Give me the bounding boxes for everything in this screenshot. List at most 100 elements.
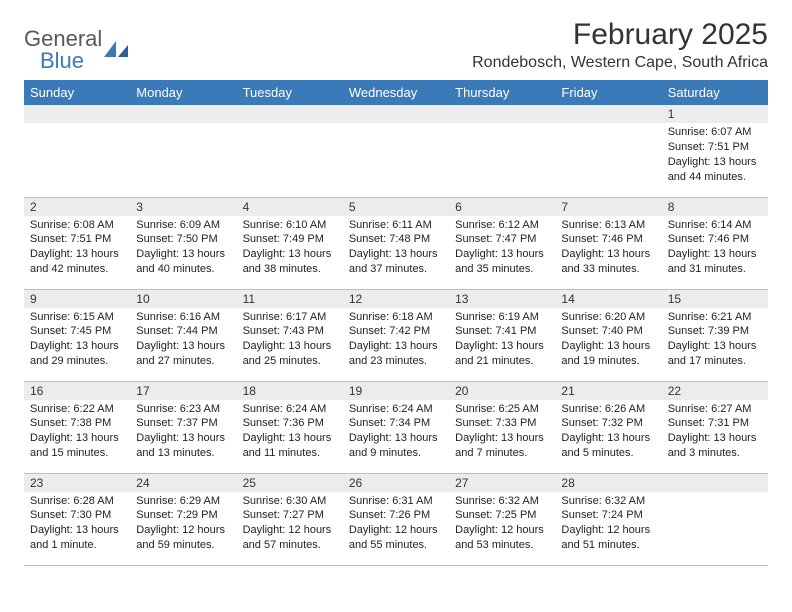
day-content: Sunrise: 6:23 AMSunset: 7:37 PMDaylight:… xyxy=(130,400,236,465)
day-info-line: Daylight: 13 hours and 15 minutes. xyxy=(30,431,124,461)
day-info-line: Daylight: 13 hours and 33 minutes. xyxy=(561,247,655,277)
day-content xyxy=(555,123,661,183)
day-info-line: Sunrise: 6:15 AM xyxy=(30,310,124,325)
calendar-day-cell: 26Sunrise: 6:31 AMSunset: 7:26 PMDayligh… xyxy=(343,473,449,565)
day-info-line: Sunrise: 6:24 AM xyxy=(243,402,337,417)
day-number: 2 xyxy=(24,198,130,216)
day-info-line: Sunrise: 6:26 AM xyxy=(561,402,655,417)
day-content xyxy=(130,123,236,183)
day-info-line: Sunrise: 6:32 AM xyxy=(455,494,549,509)
day-number xyxy=(24,105,130,123)
day-info-line: Daylight: 13 hours and 19 minutes. xyxy=(561,339,655,369)
day-number: 4 xyxy=(237,198,343,216)
calendar-day-cell: 3Sunrise: 6:09 AMSunset: 7:50 PMDaylight… xyxy=(130,197,236,289)
calendar-day-cell: 13Sunrise: 6:19 AMSunset: 7:41 PMDayligh… xyxy=(449,289,555,381)
day-number: 9 xyxy=(24,290,130,308)
calendar-day-cell: 23Sunrise: 6:28 AMSunset: 7:30 PMDayligh… xyxy=(24,473,130,565)
day-info-line: Daylight: 13 hours and 5 minutes. xyxy=(561,431,655,461)
page-header: General Blue February 2025 Rondebosch, W… xyxy=(24,18,768,74)
calendar-day-cell: 6Sunrise: 6:12 AMSunset: 7:47 PMDaylight… xyxy=(449,197,555,289)
day-content: Sunrise: 6:24 AMSunset: 7:34 PMDaylight:… xyxy=(343,400,449,465)
calendar-day-cell: 12Sunrise: 6:18 AMSunset: 7:42 PMDayligh… xyxy=(343,289,449,381)
day-content: Sunrise: 6:13 AMSunset: 7:46 PMDaylight:… xyxy=(555,216,661,281)
day-info-line: Daylight: 12 hours and 55 minutes. xyxy=(349,523,443,553)
calendar-day-cell xyxy=(449,105,555,197)
day-content: Sunrise: 6:29 AMSunset: 7:29 PMDaylight:… xyxy=(130,492,236,557)
calendar-day-cell: 21Sunrise: 6:26 AMSunset: 7:32 PMDayligh… xyxy=(555,381,661,473)
weekday-header: Wednesday xyxy=(343,80,449,105)
location-label: Rondebosch, Western Cape, South Africa xyxy=(472,54,768,72)
day-content: Sunrise: 6:10 AMSunset: 7:49 PMDaylight:… xyxy=(237,216,343,281)
day-info-line: Sunset: 7:39 PM xyxy=(668,324,762,339)
day-info-line: Sunset: 7:31 PM xyxy=(668,416,762,431)
day-info-line: Sunrise: 6:29 AM xyxy=(136,494,230,509)
day-number: 19 xyxy=(343,382,449,400)
day-number: 18 xyxy=(237,382,343,400)
day-info-line: Sunset: 7:45 PM xyxy=(30,324,124,339)
title-block: February 2025 Rondebosch, Western Cape, … xyxy=(472,18,768,72)
day-content: Sunrise: 6:27 AMSunset: 7:31 PMDaylight:… xyxy=(662,400,768,465)
day-content: Sunrise: 6:31 AMSunset: 7:26 PMDaylight:… xyxy=(343,492,449,557)
day-info-line: Daylight: 13 hours and 23 minutes. xyxy=(349,339,443,369)
day-info-line: Sunset: 7:44 PM xyxy=(136,324,230,339)
weekday-header: Friday xyxy=(555,80,661,105)
day-content: Sunrise: 6:15 AMSunset: 7:45 PMDaylight:… xyxy=(24,308,130,373)
day-info-line: Daylight: 13 hours and 42 minutes. xyxy=(30,247,124,277)
brand-logo: General Blue xyxy=(24,26,130,74)
day-info-line: Sunset: 7:48 PM xyxy=(349,232,443,247)
day-info-line: Sunset: 7:32 PM xyxy=(561,416,655,431)
day-content xyxy=(237,123,343,183)
day-info-line: Sunrise: 6:31 AM xyxy=(349,494,443,509)
day-content: Sunrise: 6:32 AMSunset: 7:25 PMDaylight:… xyxy=(449,492,555,557)
month-title: February 2025 xyxy=(472,18,768,52)
calendar-week-row: 2Sunrise: 6:08 AMSunset: 7:51 PMDaylight… xyxy=(24,197,768,289)
day-info-line: Daylight: 13 hours and 13 minutes. xyxy=(136,431,230,461)
calendar-day-cell: 2 Sunrise: 6:08 AMSunset: 7:51 PMDaylight… xyxy=(24,197,130,289)
day-content: Sunrise: 6:17 AMSunset: 7:43 PMDaylight:… xyxy=(237,308,343,373)
calendar-day-cell: 15Sunrise: 6:21 AMSunset: 7:39 PMDayligh… xyxy=(662,289,768,381)
day-info-line: Daylight: 13 hours and 35 minutes. xyxy=(455,247,549,277)
day-content xyxy=(343,123,449,183)
calendar-day-cell: 18Sunrise: 6:24 AMSunset: 7:36 PMDayligh… xyxy=(237,381,343,473)
day-info-line: Sunset: 7:43 PM xyxy=(243,324,337,339)
day-number: 7 xyxy=(555,198,661,216)
day-content: Sunrise: 6:22 AMSunset: 7:38 PMDaylight:… xyxy=(24,400,130,465)
day-info-line: Sunset: 7:34 PM xyxy=(349,416,443,431)
weekday-header: Monday xyxy=(130,80,236,105)
day-number: 3 xyxy=(130,198,236,216)
calendar-day-cell: 8Sunrise: 6:14 AMSunset: 7:46 PMDaylight… xyxy=(662,197,768,289)
calendar-day-cell xyxy=(555,105,661,197)
calendar-week-row: 23Sunrise: 6:28 AMSunset: 7:30 PMDayligh… xyxy=(24,473,768,565)
day-info-line: Sunset: 7:47 PM xyxy=(455,232,549,247)
day-info-line: Daylight: 12 hours and 51 minutes. xyxy=(561,523,655,553)
day-number: 12 xyxy=(343,290,449,308)
day-content: Sunrise: 6:09 AMSunset: 7:50 PMDaylight:… xyxy=(130,216,236,281)
day-info-line: Daylight: 13 hours and 31 minutes. xyxy=(668,247,762,277)
calendar-day-cell xyxy=(24,105,130,197)
day-info-line: Daylight: 13 hours and 11 minutes. xyxy=(243,431,337,461)
day-info-line: Sunrise: 6:19 AM xyxy=(455,310,549,325)
day-number: 25 xyxy=(237,474,343,492)
calendar-day-cell: 20Sunrise: 6:25 AMSunset: 7:33 PMDayligh… xyxy=(449,381,555,473)
calendar-week-row: 16Sunrise: 6:22 AMSunset: 7:38 PMDayligh… xyxy=(24,381,768,473)
day-number: 11 xyxy=(237,290,343,308)
day-number: 22 xyxy=(662,382,768,400)
day-content: Sunrise: 6:12 AMSunset: 7:47 PMDaylight:… xyxy=(449,216,555,281)
calendar-day-cell: 24Sunrise: 6:29 AMSunset: 7:29 PMDayligh… xyxy=(130,473,236,565)
weekday-header: Sunday xyxy=(24,80,130,105)
day-info-line: Daylight: 13 hours and 37 minutes. xyxy=(349,247,443,277)
day-number: 17 xyxy=(130,382,236,400)
day-info-line: Sunset: 7:51 PM xyxy=(30,232,124,247)
day-content: Sunrise: 6:18 AMSunset: 7:42 PMDaylight:… xyxy=(343,308,449,373)
day-info-line: Sunrise: 6:16 AM xyxy=(136,310,230,325)
day-info-line: Daylight: 13 hours and 3 minutes. xyxy=(668,431,762,461)
day-info-line: Sunrise: 6:09 AM xyxy=(136,218,230,233)
day-info-line: Sunset: 7:30 PM xyxy=(30,508,124,523)
day-info-line: Daylight: 12 hours and 53 minutes. xyxy=(455,523,549,553)
day-info-line: Sunrise: 6:08 AM xyxy=(30,218,124,233)
day-content: Sunrise: 6:20 AMSunset: 7:40 PMDaylight:… xyxy=(555,308,661,373)
day-number xyxy=(555,105,661,123)
day-content: Sunrise: 6:30 AMSunset: 7:27 PMDaylight:… xyxy=(237,492,343,557)
day-info-line: Sunrise: 6:27 AM xyxy=(668,402,762,417)
day-number: 10 xyxy=(130,290,236,308)
